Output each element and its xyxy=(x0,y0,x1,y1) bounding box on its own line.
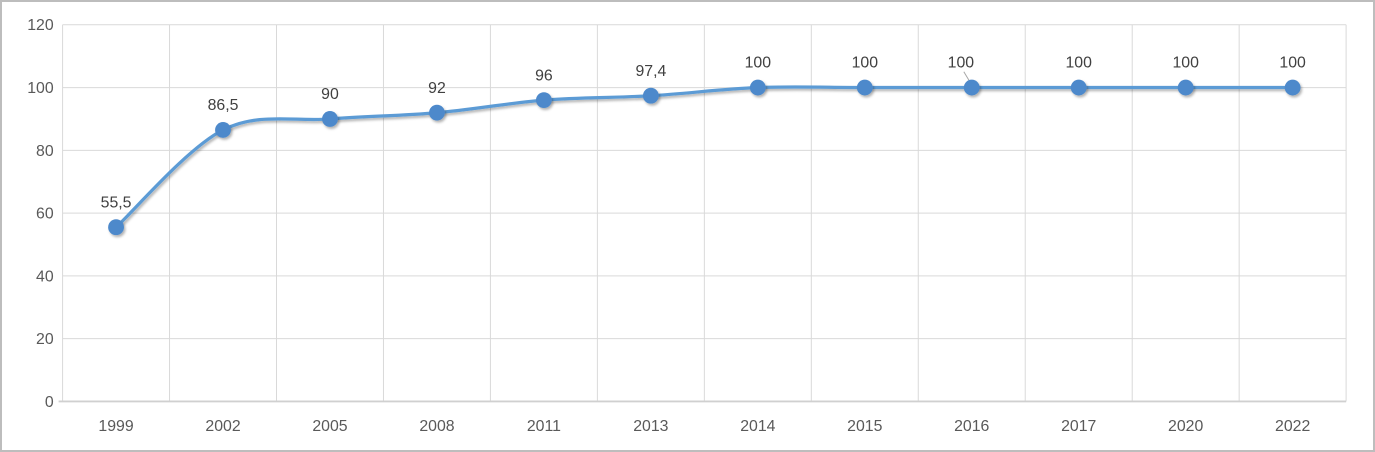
data-point-marker xyxy=(963,79,980,96)
x-tick-label: 2008 xyxy=(419,418,454,435)
data-point-marker xyxy=(108,219,124,236)
x-tick-label: 2017 xyxy=(1061,418,1096,435)
y-tick-label: 120 xyxy=(27,17,54,34)
x-tick-label: 1999 xyxy=(98,418,133,435)
x-tick-label: 2005 xyxy=(312,418,347,435)
data-label: 86,5 xyxy=(208,97,239,114)
data-point-marker xyxy=(856,79,873,96)
y-tick-label: 100 xyxy=(27,80,54,97)
data-label: 55,5 xyxy=(101,194,132,211)
data-label: 100 xyxy=(1279,55,1306,72)
gridlines xyxy=(62,24,1347,402)
data-label: 100 xyxy=(1172,55,1199,72)
y-tick-label: 0 xyxy=(45,394,54,411)
data-label: 100 xyxy=(1065,55,1092,72)
x-tick-label: 2013 xyxy=(633,418,668,435)
leader-line xyxy=(963,71,971,82)
data-point-marker xyxy=(1070,79,1087,96)
x-tick-label: 2022 xyxy=(1275,418,1310,435)
data-label: 100 xyxy=(948,55,975,72)
x-tick-label: 2015 xyxy=(847,418,882,435)
data-label: 92 xyxy=(428,80,446,97)
x-tick-label: 2011 xyxy=(527,418,561,435)
x-tick-label: 2002 xyxy=(205,418,240,435)
series-line xyxy=(114,85,1295,229)
data-point-marker xyxy=(215,122,231,138)
x-tick-label: 2016 xyxy=(954,418,989,435)
data-point-marker xyxy=(749,79,766,96)
x-tick-label: 2020 xyxy=(1168,418,1203,435)
y-tick-label: 60 xyxy=(36,206,54,223)
data-label: 100 xyxy=(852,55,879,72)
data-point-marker xyxy=(322,111,338,127)
data-point-marker xyxy=(429,104,445,121)
data-point-marker xyxy=(1284,79,1301,96)
y-tick-label: 20 xyxy=(36,331,54,348)
series-markers xyxy=(108,79,1301,236)
data-label: 90 xyxy=(321,86,339,103)
data-point-marker xyxy=(535,92,552,109)
data-label: 96 xyxy=(535,67,553,84)
data-point-marker xyxy=(1177,79,1194,96)
x-tick-label: 2014 xyxy=(740,418,775,435)
data-label: 97,4 xyxy=(635,63,666,80)
y-tick-label: 80 xyxy=(36,143,54,160)
data-label: 100 xyxy=(745,55,772,72)
y-tick-label: 40 xyxy=(36,268,54,285)
data-point-marker xyxy=(642,87,659,104)
